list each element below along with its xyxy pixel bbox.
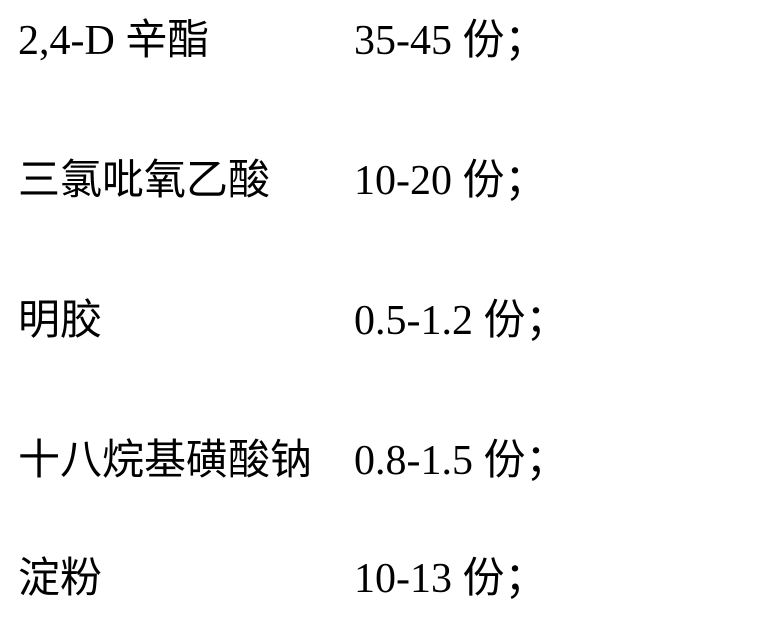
ingredient-label: 淀粉	[18, 558, 102, 600]
ingredient-label: 2,4-D 辛酯	[18, 20, 209, 62]
ingredient-value: 0.8-1.5 份；	[354, 440, 568, 482]
ingredient-value: 35-45 份；	[354, 20, 547, 62]
ingredient-value: 10-20 份；	[354, 160, 547, 202]
ingredient-label: 十八烷基磺酸钠	[18, 440, 312, 482]
ingredient-list: 2,4-D 辛酯 35-45 份； 三氯吡氧乙酸 10-20 份； 明胶 0.5…	[0, 0, 779, 640]
ingredient-value: 10-13 份；	[354, 558, 547, 600]
ingredient-label: 明胶	[18, 300, 102, 342]
ingredient-label: 三氯吡氧乙酸	[18, 160, 270, 202]
ingredient-value: 0.5-1.2 份；	[354, 300, 568, 342]
